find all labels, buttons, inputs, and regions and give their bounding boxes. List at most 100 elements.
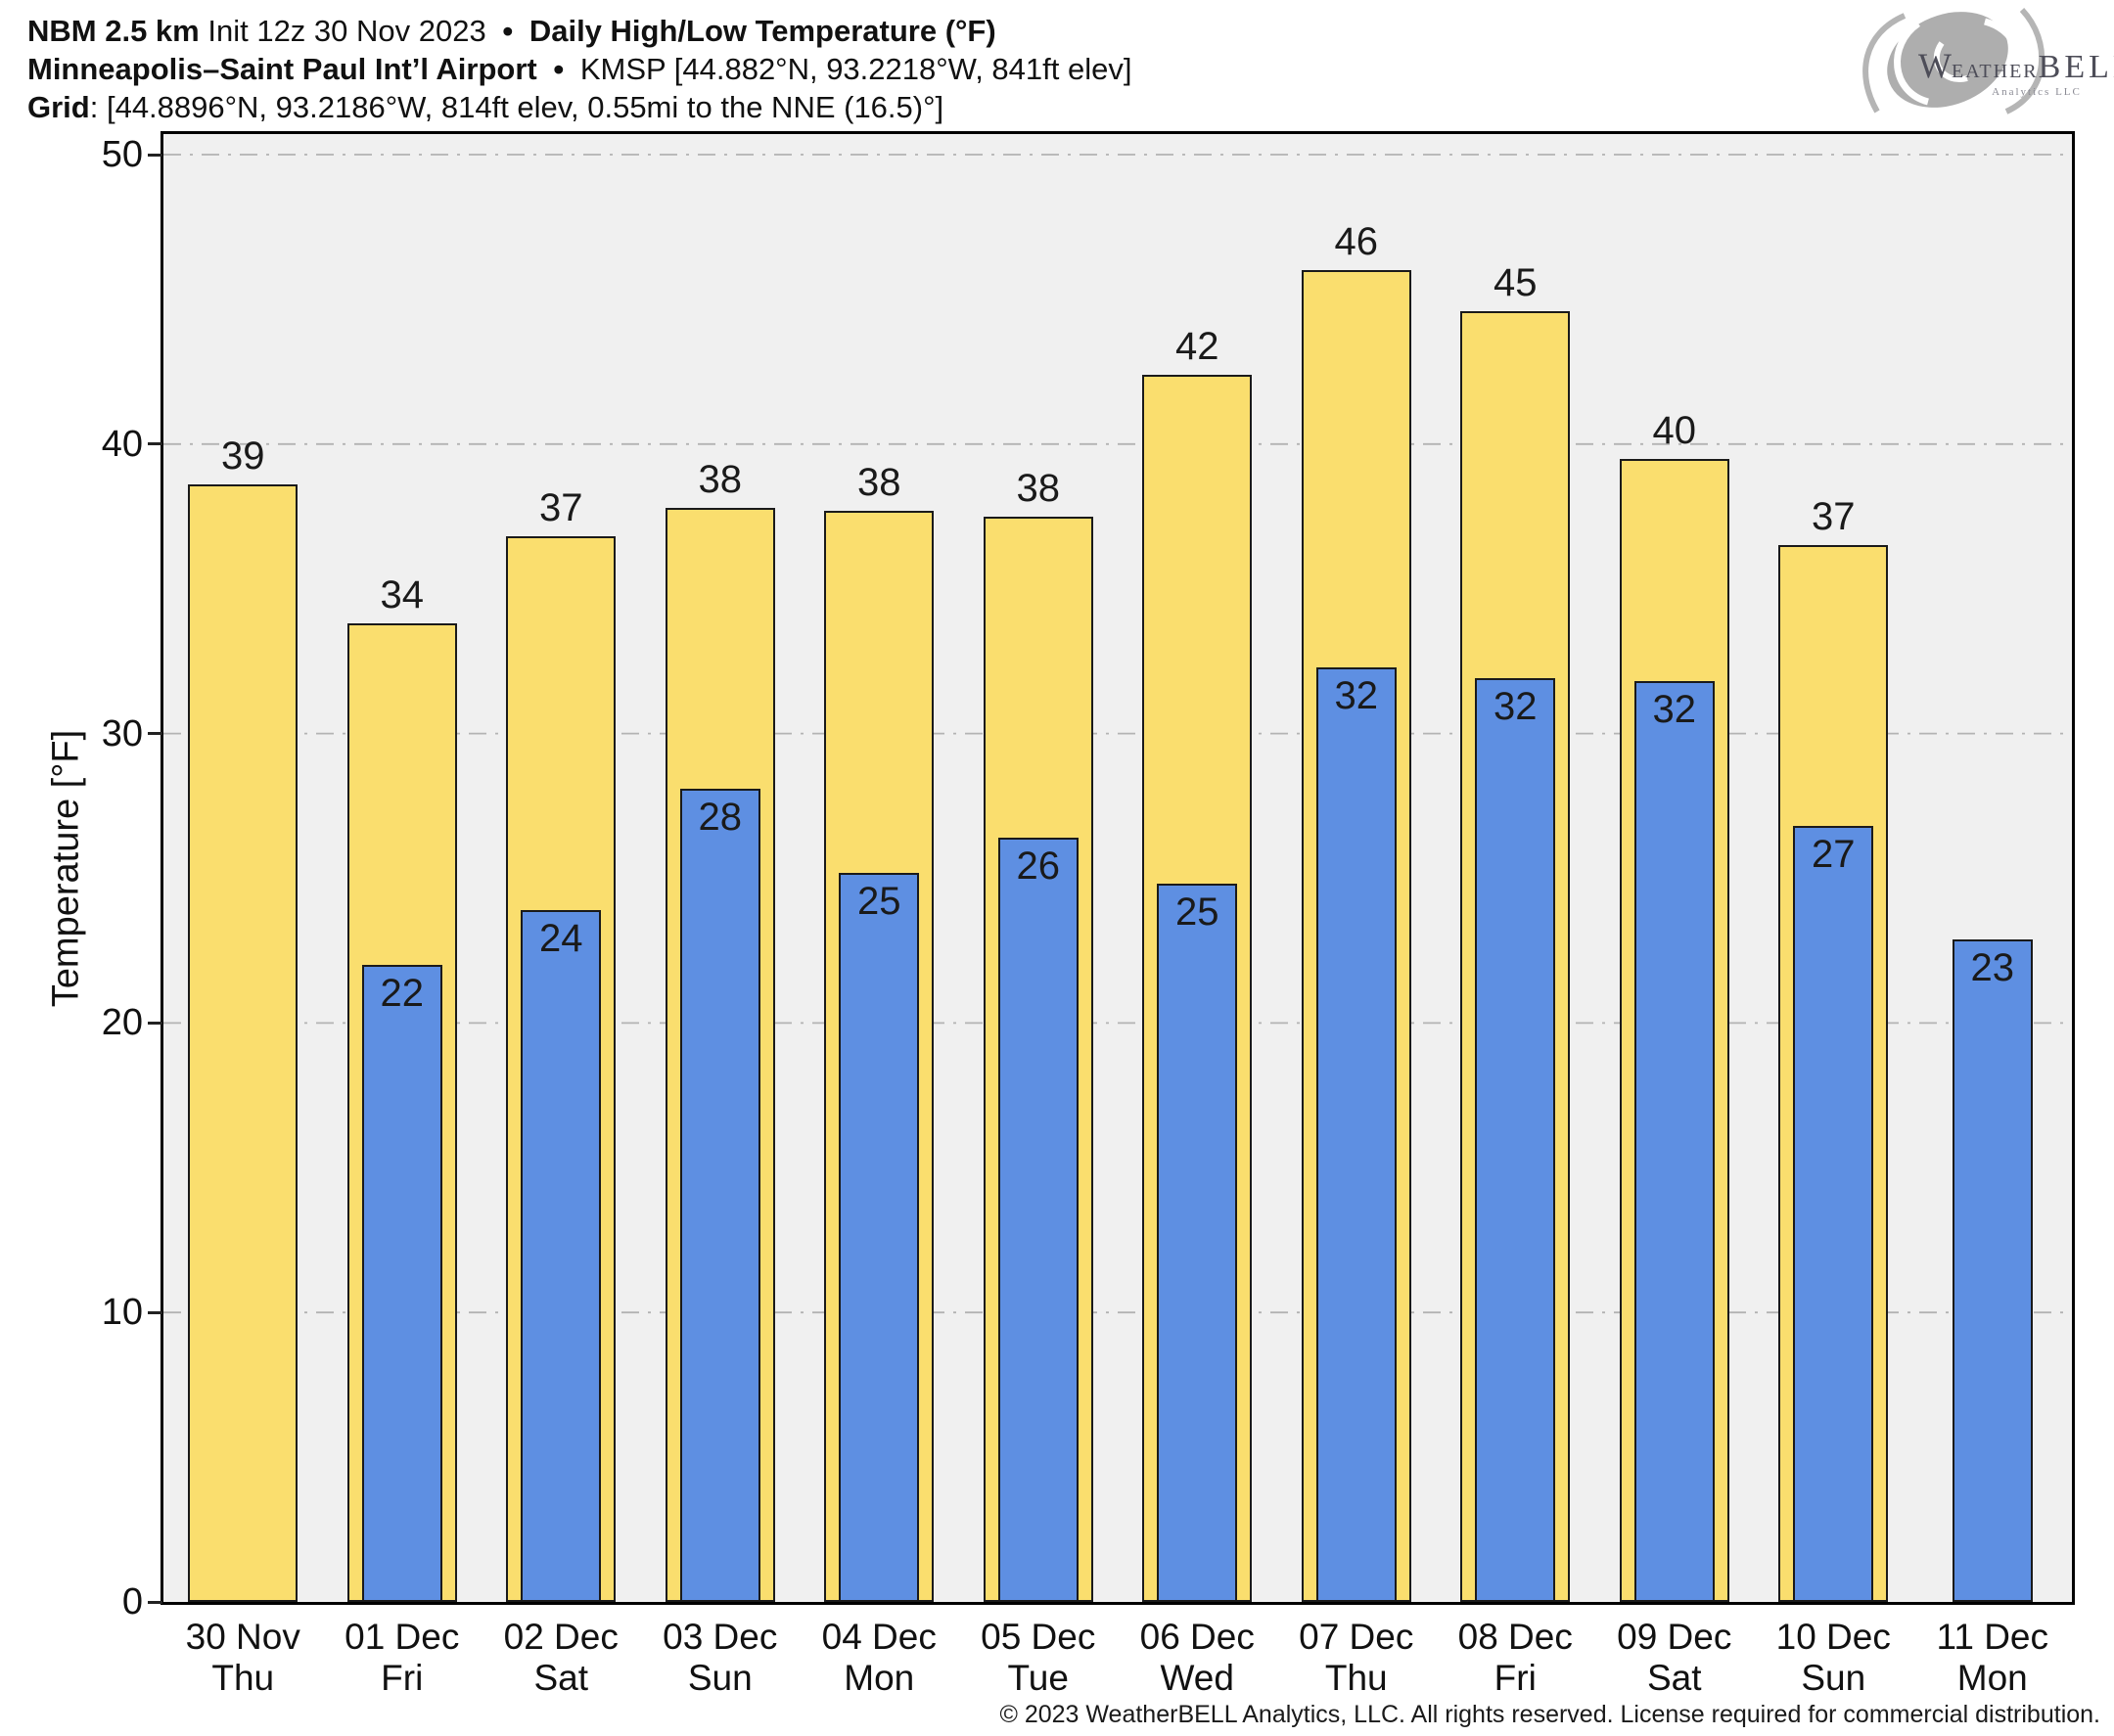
bullet-separator: • (502, 14, 514, 48)
x-tick-day: Sat (533, 1658, 589, 1698)
x-tick-label-9: 09 Dec Sat (1591, 1617, 1758, 1699)
x-tick-day: Fri (381, 1658, 424, 1698)
x-tick-day: Fri (1494, 1658, 1537, 1698)
x-tick-date: 05 Dec (981, 1617, 1096, 1657)
x-tick-day: Sun (1801, 1658, 1866, 1698)
y-tick-label-50: 50 (101, 134, 143, 175)
x-tick-label-6: 06 Dec Wed (1114, 1617, 1280, 1699)
low-value-label-3: 28 (698, 795, 743, 839)
x-tick-label-3: 03 Dec Sun (637, 1617, 804, 1699)
logo-subtext: Analytics LLC (1992, 86, 2082, 98)
x-tick-date: 08 Dec (1457, 1617, 1573, 1657)
high-value-label-0: 39 (221, 434, 265, 479)
high-value-label-5: 38 (1016, 466, 1061, 510)
x-tick-date: 10 Dec (1775, 1617, 1891, 1657)
x-tick-day: Mon (844, 1658, 915, 1698)
low-value-label-11: 23 (1970, 945, 2015, 989)
low-value-label-10: 27 (1812, 833, 1856, 877)
low-bar-2 (521, 910, 602, 1602)
hurricane-swirl-icon (1862, 7, 2045, 114)
x-tick-day: Thu (1324, 1658, 1388, 1698)
header-line-3: Grid: [44.8896°N, 93.2186°W, 814ft elev,… (27, 88, 1131, 126)
header-line-2: Minneapolis–Saint Paul Int’l Airport • K… (27, 50, 1131, 88)
y-tick-label-20: 20 (101, 1002, 143, 1044)
low-bar-4 (839, 872, 920, 1602)
x-tick-date: 11 Dec (1936, 1617, 2049, 1657)
low-value-label-2: 24 (539, 917, 583, 961)
low-bar-3 (679, 788, 760, 1602)
y-tick-label-0: 0 (121, 1581, 143, 1622)
x-tick-label-7: 07 Dec Thu (1273, 1617, 1440, 1699)
x-tick-label-10: 10 Dec Sun (1750, 1617, 1916, 1699)
y-tick-label-40: 40 (101, 423, 143, 465)
high-value-label-3: 38 (698, 457, 743, 501)
header-line-1: NBM 2.5 km Init 12z 30 Nov 2023 • Daily … (27, 12, 1131, 50)
bullet-separator: • (553, 52, 565, 86)
init-time: Init 12z 30 Nov 2023 (207, 14, 486, 48)
x-tick-date: 02 Dec (503, 1617, 619, 1657)
y-tick-30 (148, 732, 162, 736)
x-tick-label-11: 11 Dec Mon (1909, 1617, 2076, 1699)
x-tick-date: 09 Dec (1617, 1617, 1732, 1657)
high-value-label-8: 45 (1494, 260, 1538, 304)
grid-label: Grid (27, 90, 90, 124)
station-details: KMSP [44.882°N, 93.2218°W, 841ft elev] (579, 52, 1132, 86)
x-tick-date: 01 Dec (345, 1617, 460, 1657)
weatherbell-logo: WEATHERBELL Analytics LLC (1858, 2, 2114, 117)
low-value-label-6: 25 (1175, 891, 1219, 935)
y-tick-50 (148, 153, 162, 157)
gridlines (163, 154, 2072, 1314)
x-tick-day: Sat (1646, 1658, 1702, 1698)
x-tick-label-5: 05 Dec Tue (955, 1617, 1122, 1699)
low-bar-7 (1315, 666, 1397, 1602)
x-tick-date: 30 Nov (185, 1617, 300, 1657)
low-bar-10 (1793, 826, 1874, 1602)
low-bar-1 (361, 965, 442, 1602)
y-tick-label-30: 30 (101, 712, 143, 754)
x-tick-day: Thu (211, 1658, 275, 1698)
high-value-label-9: 40 (1652, 408, 1697, 452)
low-value-label-8: 32 (1494, 685, 1538, 729)
high-value-label-4: 38 (857, 460, 901, 504)
y-tick-40 (148, 442, 162, 446)
station-name: Minneapolis–Saint Paul Int’l Airport (27, 52, 537, 86)
high-value-label-7: 46 (1334, 220, 1379, 264)
model-name: NBM 2.5 km (27, 14, 200, 48)
low-value-label-4: 25 (857, 879, 901, 923)
x-tick-day: Mon (1956, 1658, 2028, 1698)
low-bar-9 (1633, 681, 1715, 1602)
logo-wordmark: WEATHERBELL (1918, 45, 2114, 86)
low-bar-6 (1157, 884, 1238, 1602)
high-value-label-6: 42 (1175, 324, 1219, 368)
low-value-label-7: 32 (1334, 673, 1379, 717)
header: NBM 2.5 km Init 12z 30 Nov 2023 • Daily … (27, 12, 1131, 126)
low-value-label-9: 32 (1652, 688, 1697, 732)
x-tick-label-0: 30 Nov Thu (160, 1617, 326, 1699)
x-tick-day: Wed (1160, 1658, 1234, 1698)
x-tick-date: 06 Dec (1139, 1617, 1255, 1657)
x-tick-day: Tue (1007, 1658, 1069, 1698)
y-tick-10 (148, 1310, 162, 1314)
y-tick-label-10: 10 (101, 1292, 143, 1334)
x-tick-date: 07 Dec (1299, 1617, 1414, 1657)
high-value-label-10: 37 (1812, 495, 1856, 539)
low-bar-11 (1952, 938, 2033, 1602)
x-tick-day: Sun (687, 1658, 753, 1698)
x-tick-label-2: 02 Dec Sat (478, 1617, 644, 1699)
x-tick-label-4: 04 Dec Mon (796, 1617, 962, 1699)
grid-details: : [44.8896°N, 93.2186°W, 814ft elev, 0.5… (89, 90, 944, 124)
plot-area (161, 131, 2075, 1605)
high-bar-0 (188, 484, 299, 1602)
high-value-label-2: 37 (539, 486, 583, 530)
y-tick-20 (148, 1021, 162, 1025)
low-bar-8 (1475, 678, 1556, 1602)
x-tick-date: 03 Dec (663, 1617, 778, 1657)
logo-bell: BELL (2038, 49, 2114, 85)
chart-title: Daily High/Low Temperature (°F) (528, 14, 996, 48)
x-tick-date: 04 Dec (821, 1617, 937, 1657)
copyright-text: © 2023 WeatherBELL Analytics, LLC. All r… (999, 1701, 2100, 1728)
logo-eather: EATHER (1951, 61, 2039, 82)
x-tick-label-8: 08 Dec Fri (1432, 1617, 1598, 1699)
low-bar-5 (997, 838, 1079, 1602)
